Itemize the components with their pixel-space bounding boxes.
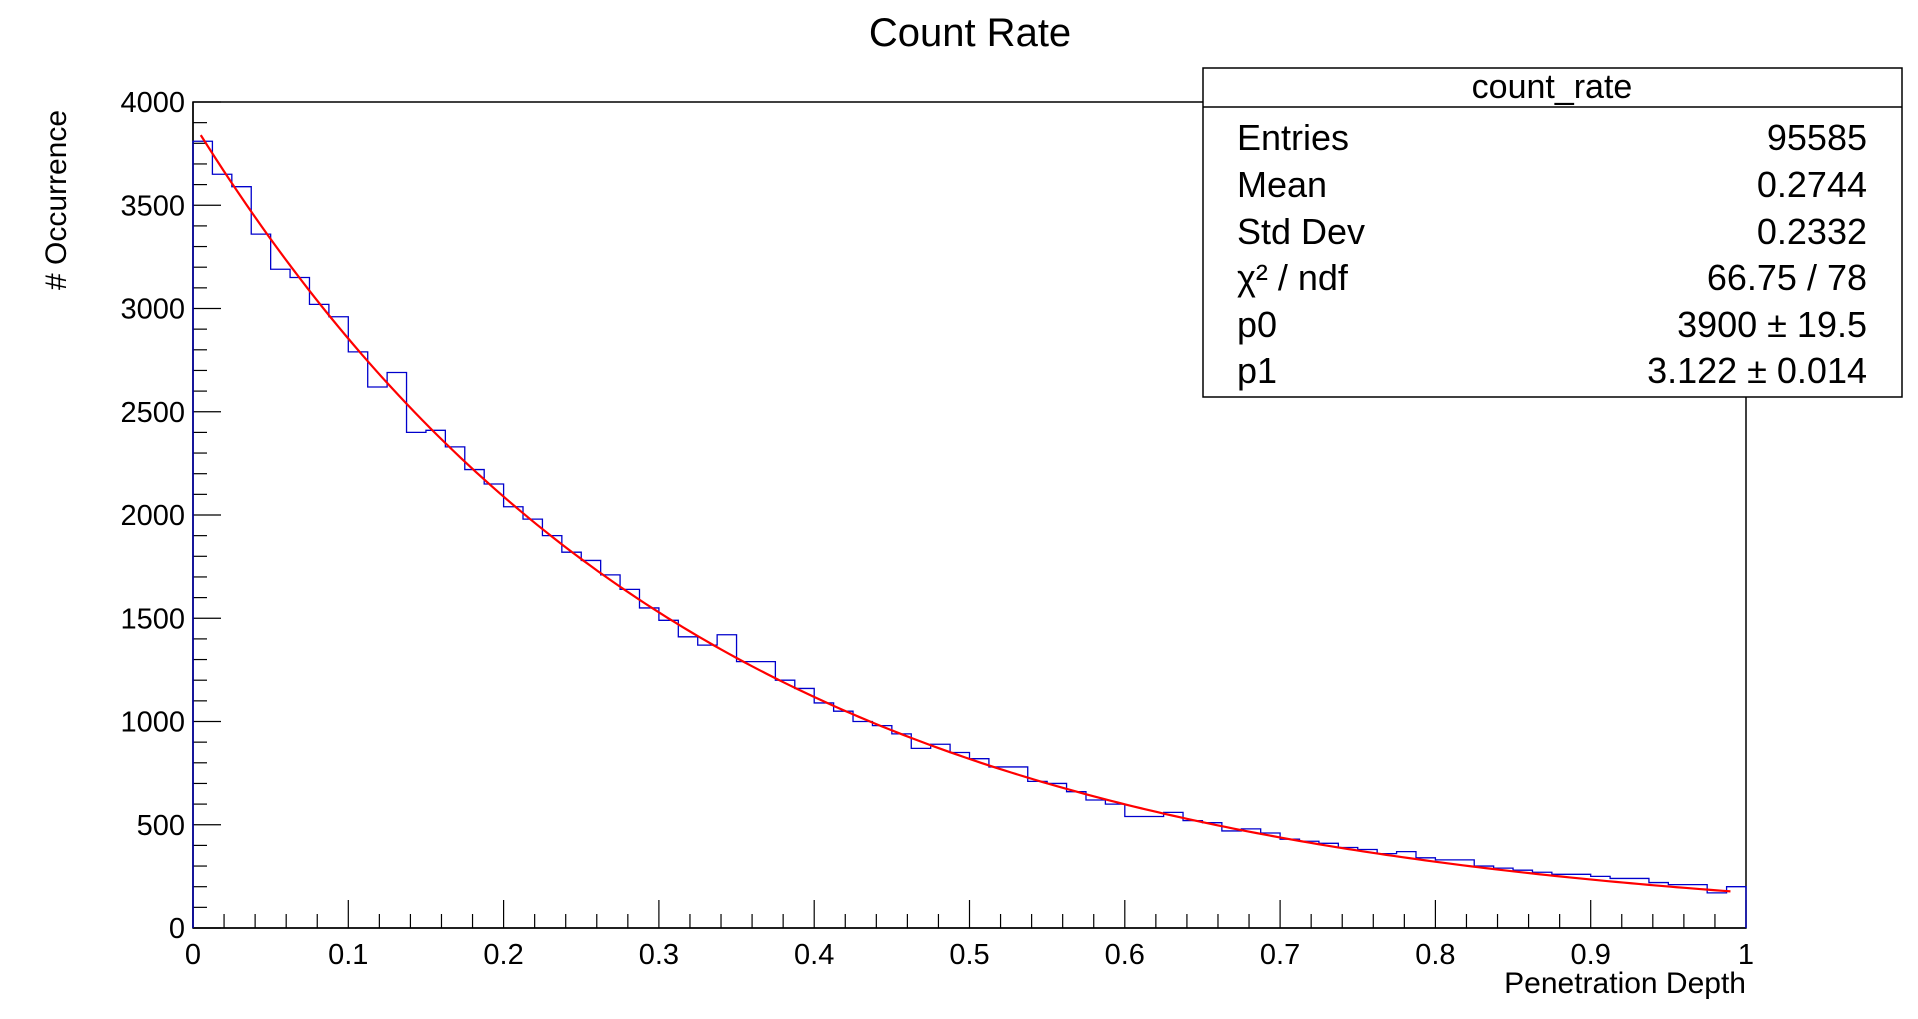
y-tick-label: 4000: [120, 87, 185, 119]
chart-title: Count Rate: [869, 11, 1071, 55]
stats-row-label: Entries: [1237, 117, 1349, 158]
stats-box: count_rate Entries 95585 Mean 0.2744 Std Dev…: [1202, 67, 1903, 398]
stats-row-value: 3.122 ± 0.014: [1647, 350, 1867, 391]
stats-row-label: χ² / ndf: [1237, 257, 1349, 298]
stats-row-label: p0: [1237, 304, 1277, 345]
x-tick-label: 0.8: [1415, 939, 1455, 971]
y-axis: 0 500 1000 1500 2000 2500 3000 3500 4000: [120, 87, 221, 945]
y-tick-label: 3500: [120, 190, 185, 222]
y-tick-label: 3000: [120, 294, 185, 326]
stats-box-title: count_rate: [1472, 68, 1633, 106]
x-tick-label: 0.6: [1105, 939, 1145, 971]
stats-row-label: p1: [1237, 350, 1277, 391]
stats-row-value: 0.2332: [1757, 211, 1867, 252]
stats-row-label: Mean: [1237, 164, 1327, 205]
x-tick-label: 0.7: [1260, 939, 1300, 971]
x-tick-label: 1: [1738, 939, 1754, 971]
y-tick-label: 0: [169, 913, 185, 945]
x-tick-label: 0.2: [483, 939, 523, 971]
stats-row-value: 0.2744: [1757, 164, 1867, 205]
y-tick-label: 500: [137, 810, 185, 842]
x-tick-label: 0.1: [328, 939, 368, 971]
y-tick-label: 2500: [120, 397, 185, 429]
x-tick-label: 0.5: [949, 939, 989, 971]
histogram-series: [192, 140, 1747, 928]
stats-row-value: 66.75 / 78: [1707, 257, 1867, 298]
stats-box-frame: [1202, 67, 1903, 398]
plot-area: [192, 134, 1747, 928]
stats-row-value: 95585: [1767, 117, 1867, 158]
y-tick-label: 1500: [120, 603, 185, 635]
x-tick-label: 0.3: [639, 939, 679, 971]
y-tick-label: 1000: [120, 707, 185, 739]
y-tick-label: 2000: [120, 500, 185, 532]
x-tick-label: 0.4: [794, 939, 834, 971]
x-tick-label: 0: [185, 939, 201, 971]
y-axis-label: # Occurrence: [40, 110, 73, 290]
fit-curve: [199, 134, 1731, 893]
x-axis: 0 0.1 0.2 0.3 0.4 0.5 0.6 0.7 0.8 0.9 1: [185, 900, 1754, 971]
stats-rows: Entries 95585 Mean 0.2744 Std Dev 0.2332 χ² / …: [1237, 117, 1867, 391]
stats-row-label: Std Dev: [1237, 211, 1365, 252]
stats-row-value: 3900 ± 19.5: [1677, 304, 1867, 345]
x-axis-label: Penetration Depth: [1504, 967, 1746, 1000]
x-tick-label: 0.9: [1571, 939, 1611, 971]
